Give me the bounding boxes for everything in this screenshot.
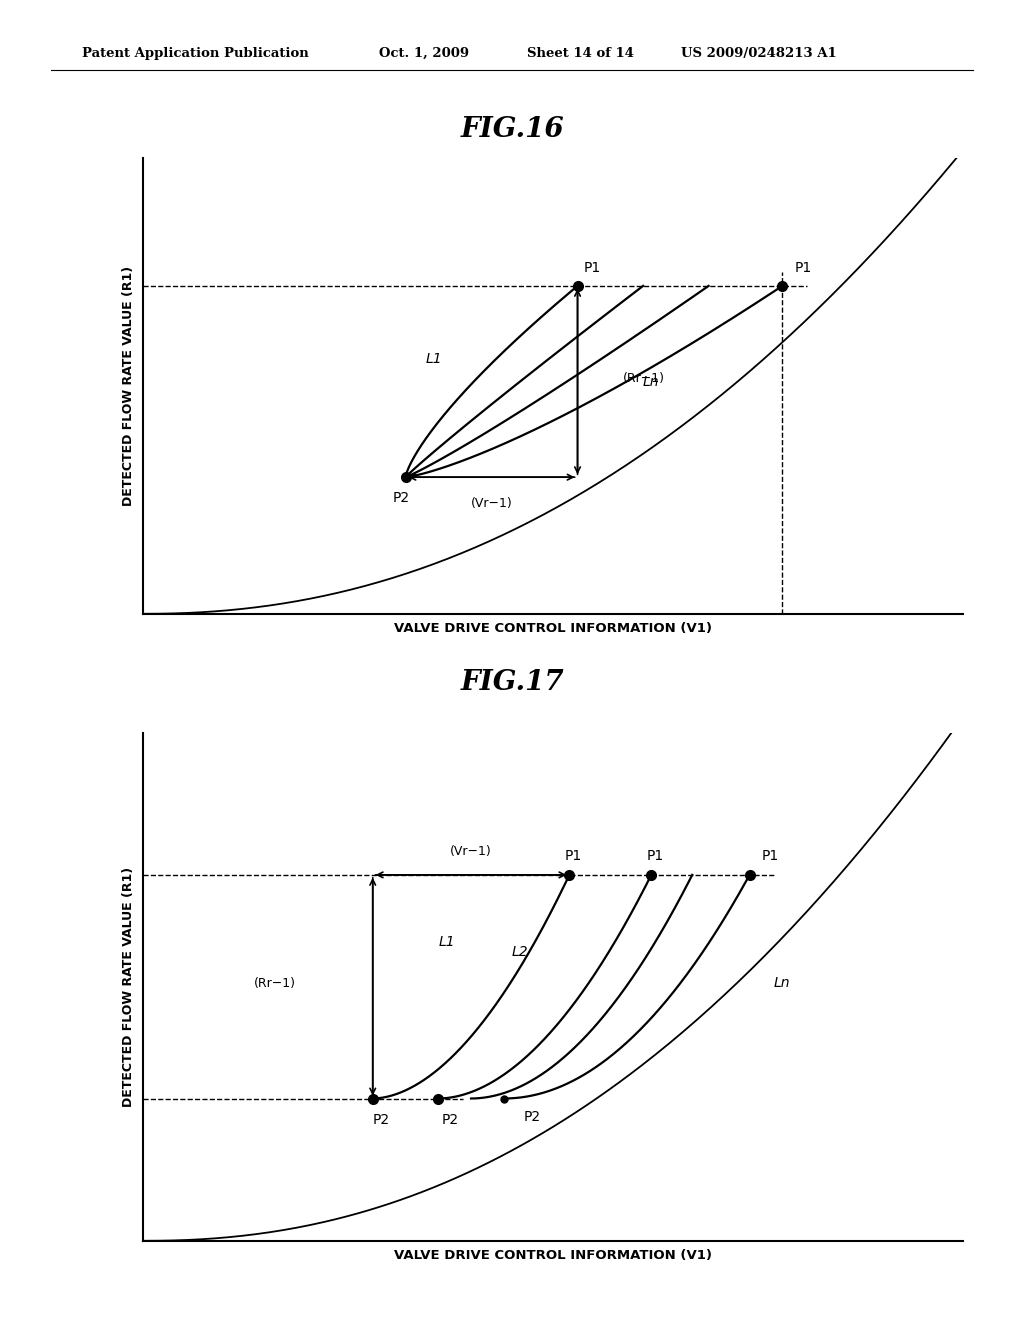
Y-axis label: DETECTED FLOW RATE VALUE (R1): DETECTED FLOW RATE VALUE (R1) — [122, 267, 135, 506]
Text: P2: P2 — [373, 1113, 389, 1127]
Text: P2: P2 — [442, 1113, 459, 1127]
Text: Oct. 1, 2009: Oct. 1, 2009 — [379, 46, 469, 59]
Text: P2: P2 — [393, 491, 410, 506]
Text: (Rr−1): (Rr−1) — [623, 371, 665, 384]
Text: FIG.16: FIG.16 — [460, 116, 564, 144]
Text: (Vr−1): (Vr−1) — [451, 845, 492, 858]
Text: P2: P2 — [524, 1110, 541, 1125]
Text: L1: L1 — [438, 935, 455, 949]
Text: Ln: Ln — [774, 975, 791, 990]
Text: US 2009/0248213 A1: US 2009/0248213 A1 — [681, 46, 837, 59]
X-axis label: VALVE DRIVE CONTROL INFORMATION (V1): VALVE DRIVE CONTROL INFORMATION (V1) — [394, 622, 712, 635]
X-axis label: VALVE DRIVE CONTROL INFORMATION (V1): VALVE DRIVE CONTROL INFORMATION (V1) — [394, 1249, 712, 1262]
Text: L2: L2 — [512, 945, 528, 960]
Text: Ln: Ln — [643, 375, 659, 389]
Text: Patent Application Publication: Patent Application Publication — [82, 46, 308, 59]
Text: P1: P1 — [762, 849, 778, 863]
Text: P1: P1 — [795, 261, 812, 276]
Text: (Vr−1): (Vr−1) — [471, 496, 512, 510]
Text: P1: P1 — [584, 261, 601, 276]
Text: (Rr−1): (Rr−1) — [253, 977, 296, 990]
Text: P1: P1 — [565, 849, 582, 863]
Y-axis label: DETECTED FLOW RATE VALUE (R1): DETECTED FLOW RATE VALUE (R1) — [122, 867, 135, 1106]
Text: P1: P1 — [647, 849, 664, 863]
Text: Sheet 14 of 14: Sheet 14 of 14 — [527, 46, 634, 59]
Text: FIG.17: FIG.17 — [460, 669, 564, 697]
Text: L1: L1 — [426, 352, 442, 367]
